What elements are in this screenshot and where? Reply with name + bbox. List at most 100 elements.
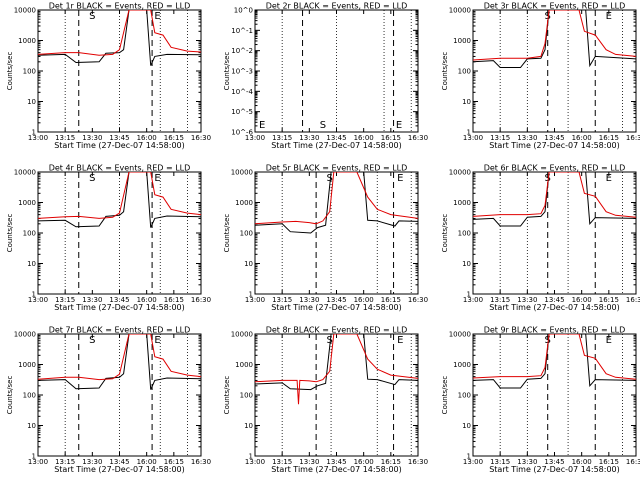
x-tick-label: 16:30 — [626, 458, 640, 466]
lld-series-line — [473, 10, 636, 61]
x-tick-label: 13:00 — [463, 134, 483, 142]
y-tick-label: 100 — [23, 68, 36, 76]
x-tick-label: 16:15 — [381, 458, 401, 466]
y-tick-label: 10000 — [449, 169, 471, 177]
start-marker: S — [327, 335, 333, 346]
y-axis-label: Counts/sec — [223, 52, 231, 91]
y-axis-label: Counts/sec — [6, 52, 14, 91]
y-tick-label: 10^-6 — [231, 129, 253, 137]
x-tick-label: 16:00 — [137, 296, 157, 304]
plot-title: Det 6r BLACK = Events, RED = LLD — [484, 164, 626, 173]
x-tick-label: 13:45 — [109, 296, 129, 304]
x-axis-label: Start Time (27-Dec-07 14:58:00) — [54, 303, 185, 312]
detector-plot-4: Det 4r BLACK = Events, RED = LLD 13:00 13:… — [6, 164, 211, 313]
plot-title: Det 9r BLACK = Events, RED = LLD — [484, 326, 626, 335]
y-axis-label: Counts/sec — [6, 214, 14, 253]
x-tick-label: 16:00 — [572, 458, 592, 466]
x-tick-label: 13:45 — [326, 296, 346, 304]
y-tick-label: 10000 — [14, 7, 36, 15]
y-tick-label: 10000 — [14, 331, 36, 339]
lld-series-line — [38, 10, 201, 56]
x-tick-label: 16:00 — [354, 458, 374, 466]
y-tick-label: 1 — [467, 453, 471, 461]
y-tick-label: 10 — [27, 422, 36, 430]
y-tick-label: 1000 — [235, 361, 253, 369]
x-tick-label: 13:30 — [517, 296, 537, 304]
x-axis-label: Start Time (27-Dec-07 14:58:00) — [271, 141, 402, 150]
x-tick-label: 13:45 — [326, 458, 346, 466]
x-tick-label: 16:15 — [381, 134, 401, 142]
end-marker: E — [397, 335, 403, 346]
end-marker: E — [154, 11, 160, 22]
y-tick-label: 10000 — [231, 331, 253, 339]
x-tick-label: 16:00 — [572, 134, 592, 142]
start-marker: S — [545, 173, 551, 184]
x-tick-label: 16:00 — [354, 134, 374, 142]
x-tick-label: 16:30 — [408, 296, 428, 304]
end-marker: E — [154, 173, 160, 184]
plot-title: Det 8r BLACK = Events, RED = LLD — [266, 326, 408, 335]
x-tick-label: 13:30 — [517, 134, 537, 142]
end-marker: E — [606, 335, 612, 346]
y-tick-label: 10000 — [449, 331, 471, 339]
y-tick-label: 10 — [244, 422, 253, 430]
x-tick-label: 13:15 — [55, 134, 75, 142]
x-tick-label: 16:30 — [626, 134, 640, 142]
y-tick-label: 1 — [249, 291, 253, 299]
y-axis-label: Counts/sec — [441, 214, 449, 253]
plot-title: Det 1r BLACK = Events, RED = LLD — [49, 2, 191, 11]
x-tick-label: 13:30 — [517, 458, 537, 466]
events-series-line — [473, 10, 636, 68]
x-axis-label: Start Time (27-Dec-07 14:58:00) — [54, 465, 185, 474]
x-tick-label: 16:15 — [599, 134, 619, 142]
y-tick-label: 10^0 — [234, 7, 253, 15]
detector-plot-2: Det 2r BLACK = Events, RED = LLD 13:00 13:… — [223, 2, 428, 151]
x-tick-label: 13:00 — [245, 296, 265, 304]
x-tick-label: 13:00 — [28, 458, 48, 466]
x-tick-label: 16:15 — [164, 134, 184, 142]
x-tick-label: 13:30 — [299, 458, 319, 466]
events-series-line — [38, 172, 201, 228]
end-marker: E — [154, 335, 160, 346]
x-tick-label: 16:30 — [408, 134, 428, 142]
x-tick-label: 13:30 — [82, 296, 102, 304]
y-axis-label: Counts/sec — [441, 376, 449, 415]
y-tick-label: 100 — [23, 392, 36, 400]
y-tick-label: 100 — [458, 68, 471, 76]
x-tick-label: 13:00 — [245, 458, 265, 466]
end-marker: E — [606, 11, 612, 22]
y-tick-label: 1000 — [18, 199, 36, 207]
y-tick-label: 10^-1 — [231, 27, 253, 35]
events-series-line — [473, 334, 636, 389]
x-tick-label: 16:15 — [599, 458, 619, 466]
plot-frame — [472, 9, 637, 133]
y-tick-label: 1000 — [453, 361, 471, 369]
y-tick-label: 1000 — [18, 361, 36, 369]
y-tick-label: 100 — [240, 230, 253, 238]
y-tick-label: 1000 — [453, 199, 471, 207]
x-tick-label: 16:30 — [191, 458, 211, 466]
y-tick-label: 1 — [467, 291, 471, 299]
x-tick-label: 16:30 — [191, 296, 211, 304]
y-tick-label: 100 — [458, 230, 471, 238]
y-tick-label: 1000 — [453, 37, 471, 45]
events-series-line — [38, 334, 201, 390]
x-tick-label: 13:15 — [272, 458, 292, 466]
y-tick-label: 10^-2 — [231, 47, 253, 55]
x-tick-label: 13:15 — [272, 134, 292, 142]
plot-title: Det 4r BLACK = Events, RED = LLD — [49, 164, 191, 173]
x-tick-label: 13:30 — [299, 134, 319, 142]
detector-plot-3: Det 3r BLACK = Events, RED = LLD 13:00 13:… — [441, 2, 640, 151]
y-tick-label: 10 — [462, 422, 471, 430]
x-tick-label: 16:15 — [164, 458, 184, 466]
x-tick-label: 16:30 — [191, 134, 211, 142]
x-axis-label: Start Time (27-Dec-07 14:58:00) — [489, 465, 620, 474]
events-series-line — [255, 334, 418, 391]
x-tick-label: 13:30 — [299, 296, 319, 304]
x-axis-label: Start Time (27-Dec-07 14:58:00) — [489, 303, 620, 312]
x-tick-label: 16:00 — [137, 134, 157, 142]
x-tick-label: 13:30 — [82, 458, 102, 466]
x-tick-label: 13:15 — [272, 296, 292, 304]
events-series-line — [38, 10, 201, 66]
